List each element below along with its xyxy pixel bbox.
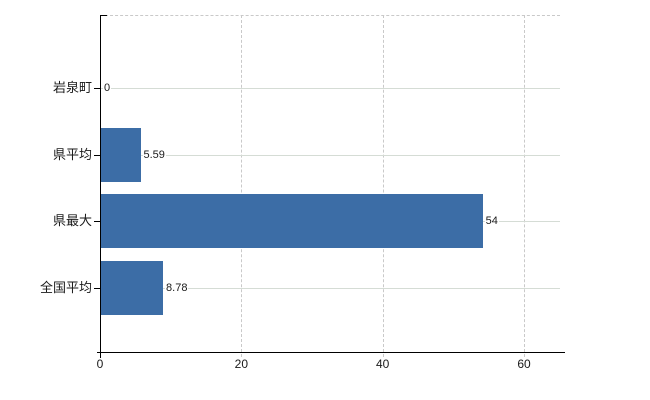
x-axis-line xyxy=(97,352,565,353)
value-label: 8.78 xyxy=(165,281,189,295)
value-label: 0 xyxy=(103,81,112,95)
category-label: 県平均 xyxy=(52,146,92,162)
category-label: 全国平均 xyxy=(39,280,92,295)
category-label: 岩泉町 xyxy=(52,80,92,95)
x-tick-label: 40 xyxy=(375,357,390,371)
x-tick-label: 60 xyxy=(517,357,531,371)
plot-top-border xyxy=(100,15,560,16)
x-tick-label: 20 xyxy=(234,357,248,371)
y-axis-top-tick xyxy=(100,15,107,16)
h-gridline xyxy=(100,288,560,289)
y-axis-tick xyxy=(94,88,100,89)
y-axis-tick xyxy=(94,154,100,156)
bar xyxy=(101,127,141,182)
x-tick-label: 0 xyxy=(96,357,104,371)
bar xyxy=(101,194,483,249)
y-axis-line xyxy=(100,15,101,358)
bar xyxy=(101,261,164,315)
value-label: 5.59 xyxy=(142,147,166,162)
v-gridline xyxy=(524,15,525,357)
category-label: 県最大 xyxy=(52,213,92,229)
y-axis-tick xyxy=(94,221,100,223)
v-gridline xyxy=(382,15,384,357)
value-label: 54 xyxy=(484,214,499,229)
h-gridline xyxy=(100,154,560,156)
y-axis-tick xyxy=(94,288,100,289)
h-gridline xyxy=(100,88,560,89)
v-gridline xyxy=(241,15,243,357)
